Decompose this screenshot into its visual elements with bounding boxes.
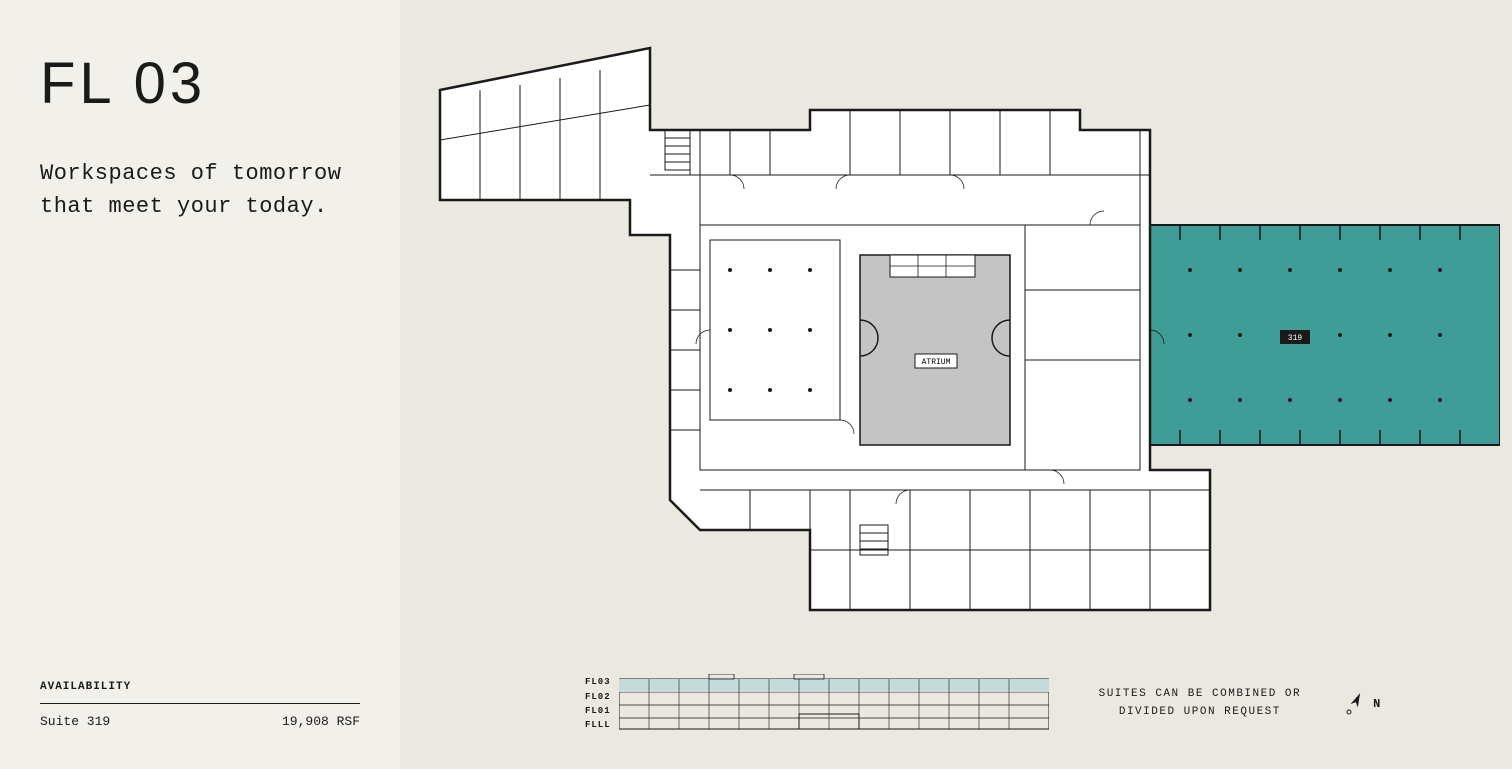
availability-row[interactable]: Suite 319 19,908 RSF xyxy=(40,714,360,729)
floor-label-flll[interactable]: FLLL xyxy=(585,718,611,732)
availability-heading: AVAILABILITY xyxy=(40,681,360,704)
floor-label-fl01[interactable]: FL01 xyxy=(585,704,611,718)
floor-label-fl03[interactable]: FL03 xyxy=(585,675,611,689)
compass-icon xyxy=(1341,690,1369,718)
floorplan-svg: 319 ATRIUM xyxy=(410,30,1500,620)
building-elevation xyxy=(619,674,1049,734)
building-outline xyxy=(440,48,1210,610)
floor-title: FL 03 xyxy=(40,50,360,117)
floorplan-viewport[interactable]: 319 ATRIUM xyxy=(410,30,1500,620)
bottom-strip: FL03 FL02 FL01 FLLL SUITES CAN BE COMBIN… xyxy=(585,664,1485,744)
combine-note-line1: SUITES CAN BE COMBINED OR xyxy=(1099,686,1302,704)
availability-block: AVAILABILITY Suite 319 19,908 RSF xyxy=(40,681,360,729)
suite-319-highlight[interactable]: 319 xyxy=(1150,225,1500,445)
suite-319-label: 319 xyxy=(1288,334,1303,343)
suite-label: Suite 319 xyxy=(40,714,110,729)
floor-label-fl02[interactable]: FL02 xyxy=(585,690,611,704)
compass-label: N xyxy=(1373,697,1380,711)
elevation-floor-labels: FL03 FL02 FL01 FLLL xyxy=(585,675,611,733)
combine-note-line2: DIVIDED UPON REQUEST xyxy=(1099,704,1302,722)
tagline: Workspaces of tomorrow that meet your to… xyxy=(40,157,360,223)
atrium-label: ATRIUM xyxy=(922,358,951,367)
compass: N xyxy=(1341,690,1380,718)
info-sidebar: FL 03 Workspaces of tomorrow that meet y… xyxy=(0,0,400,769)
combine-note: SUITES CAN BE COMBINED OR DIVIDED UPON R… xyxy=(1099,686,1302,721)
atrium: ATRIUM xyxy=(860,255,1010,445)
suite-rsf: 19,908 RSF xyxy=(282,714,360,729)
